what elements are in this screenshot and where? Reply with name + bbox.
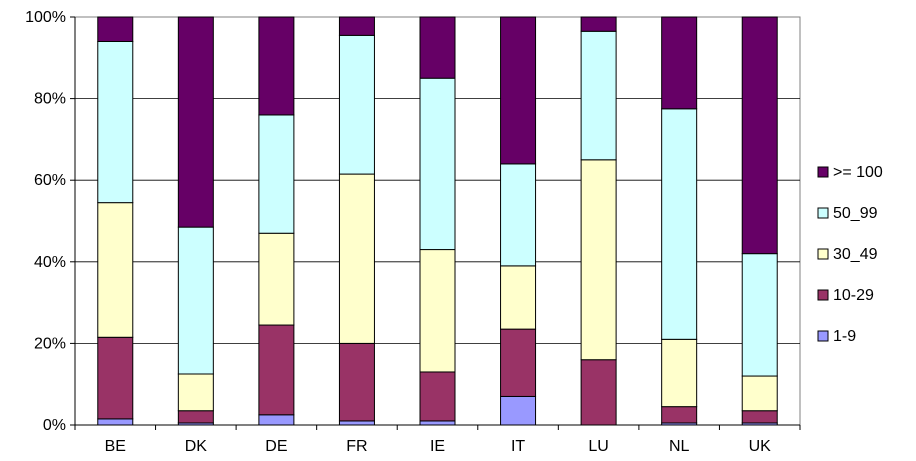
bar-segment-uk-3 [741,253,778,377]
legend-label: 1-9 [833,328,856,345]
legend: >= 100 50_99 30_49 10-29 1-9 [817,164,883,345]
bar-segment-be-0 [97,418,134,426]
bar-segment-dk-4 [177,16,214,228]
legend-swatch [817,248,829,260]
x-tick-label: BE [105,438,126,455]
x-axis: BE DK DE FR IE IT LU NL UK [74,17,801,455]
x-tick-label: LU [588,438,608,455]
x-tick-label: IE [430,438,445,455]
bar-segment-de-4 [258,16,295,116]
bar-segment-it-3 [500,163,537,267]
bar-segment-lu-2 [580,159,617,361]
y-tick-label: 60% [34,172,66,189]
bar-segment-it-0 [500,395,537,426]
legend-swatch [817,207,829,219]
bar-segment-dk-3 [177,226,214,375]
x-tick-label: NL [669,438,690,455]
bar-segment-de-3 [258,114,295,234]
legend-swatch [817,289,829,301]
bar-segment-nl-1 [661,406,698,424]
bar-segment-uk-2 [741,375,778,412]
legend-label: 10-29 [833,287,874,304]
legend-label: 30_49 [833,246,878,263]
x-tick-label: UK [749,438,772,455]
bar-segment-ie-1 [419,371,456,422]
y-tick-label: 40% [34,254,66,271]
bar-segment-de-1 [258,324,295,416]
bar-segment-be-2 [97,202,134,338]
bar-segment-it-1 [500,328,537,397]
y-axis: 0% 20% 40% 60% 80% 100% [25,9,75,434]
bar-segment-be-4 [97,16,134,42]
bar-segment-ie-0 [419,420,456,426]
bar-segment-nl-3 [661,108,698,340]
bar-segment-de-0 [258,414,295,426]
legend-label: >= 100 [833,164,883,181]
bar-segment-fr-3 [338,34,375,175]
legend-swatch [817,166,829,178]
x-tick-label: FR [346,438,367,455]
bar-segment-ie-2 [419,249,456,373]
bar-segment-nl-4 [661,16,698,110]
bar-segment-uk-4 [741,16,778,255]
bar-segment-dk-1 [177,410,214,424]
bar-segment-lu-1 [580,359,617,426]
bars [97,16,778,426]
x-tick-label: DE [265,438,287,455]
bar-segment-it-4 [500,16,537,165]
y-tick-label: 80% [34,91,66,108]
bar-segment-ie-3 [419,77,456,251]
bar-segment-fr-0 [338,420,375,426]
bar-segment-ie-4 [419,16,456,79]
legend-swatch [817,330,829,342]
bar-segment-lu-3 [580,30,617,161]
bar-segment-fr-4 [338,16,375,36]
y-tick-label: 20% [34,335,66,352]
x-tick-label: DK [185,438,208,455]
bar-segment-de-2 [258,232,295,326]
legend-label: 50_99 [833,205,878,222]
bar-segment-be-1 [97,336,134,420]
bar-segment-fr-2 [338,173,375,344]
bar-segment-nl-2 [661,338,698,408]
y-tick-label: 0% [43,417,66,434]
x-tick-label: IT [511,438,525,455]
bar-segment-be-3 [97,40,134,204]
y-tick-label: 100% [25,9,66,26]
bar-segment-fr-1 [338,342,375,422]
bar-segment-lu-4 [580,16,617,32]
bar-segment-uk-1 [741,410,778,424]
bar-segment-dk-2 [177,373,214,412]
bar-segment-it-2 [500,265,537,330]
